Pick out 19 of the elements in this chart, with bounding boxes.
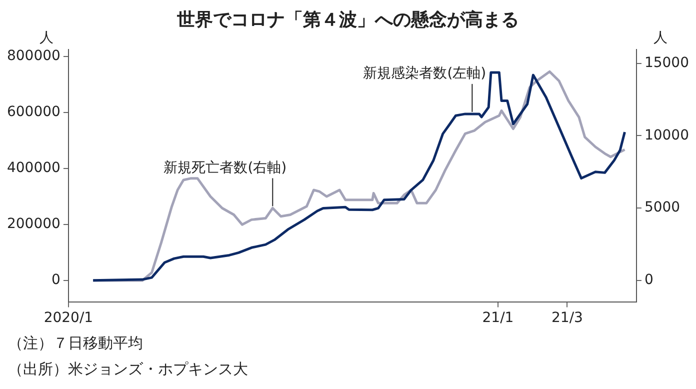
x-tick-label: 21/3 bbox=[551, 310, 583, 326]
y-axis-title: 人 bbox=[39, 30, 54, 46]
x-tick-label: 21/1 bbox=[482, 310, 514, 326]
annotation: 新規感染者数(左軸) bbox=[363, 66, 486, 82]
y-tick-label: 0 bbox=[52, 272, 60, 288]
chart-title: 世界でコロナ「第４波」への懸念が高まる bbox=[176, 9, 519, 30]
annotation: 新規死亡者数(右軸) bbox=[164, 160, 287, 176]
y-tick-label: 800000 bbox=[6, 48, 60, 64]
y2-tick-label: 15000 bbox=[644, 54, 690, 71]
y2-axis-title: 人 bbox=[653, 30, 668, 46]
x-tick-label: 2020/1 bbox=[44, 310, 94, 326]
text: （注）７日移動平均 bbox=[8, 333, 144, 354]
y-tick-label: 400000 bbox=[6, 160, 60, 176]
y2-tick-label: 0 bbox=[644, 272, 654, 288]
y2-tick-label: 10000 bbox=[644, 127, 690, 144]
text: （出所）米ジョンズ・ホプキンス大 bbox=[8, 359, 249, 380]
y-tick-label: 200000 bbox=[6, 216, 60, 232]
y-tick-label: 600000 bbox=[6, 104, 60, 120]
y2-tick-label: 5000 bbox=[644, 200, 680, 216]
